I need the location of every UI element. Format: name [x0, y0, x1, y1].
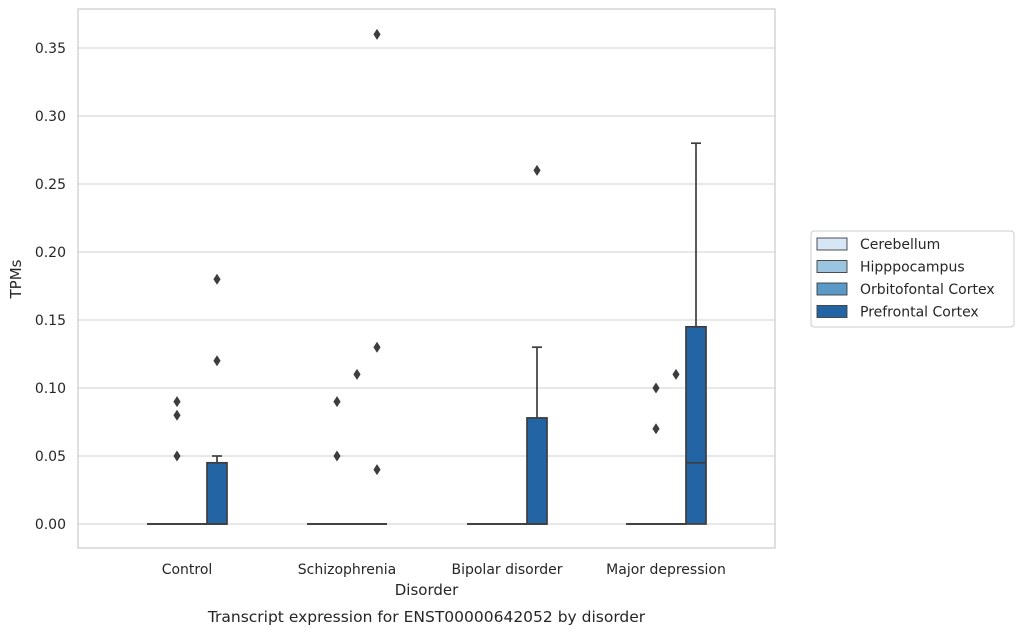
y-axis-label: TPMs	[7, 259, 25, 299]
legend: Cerebellum Hipppocampus Orbitofontal Corte…	[810, 230, 1015, 328]
box-group	[666, 368, 686, 525]
outlier-point	[333, 450, 341, 462]
y-tick-label: 0.35	[35, 41, 66, 57]
legend-swatch	[816, 305, 848, 318]
outlier-point	[213, 273, 221, 285]
outlier-point	[173, 450, 181, 462]
outlier-point	[533, 164, 541, 176]
legend-label: Cerebellum	[860, 237, 940, 253]
outlier-point	[173, 409, 181, 421]
x-tick-label: Bipolar disorder	[451, 562, 562, 578]
y-tick-label: 0.00	[35, 517, 66, 533]
outlier-point	[173, 396, 181, 408]
x-tick-labels: Control Schizophrenia Bipolar disorder Majo…	[162, 562, 726, 578]
box-group	[646, 382, 666, 525]
y-tick-label: 0.20	[35, 245, 66, 261]
x-tick-label: Schizophrenia	[298, 562, 396, 578]
outlier-point	[333, 396, 341, 408]
outlier-point	[672, 368, 680, 380]
outlier-point	[652, 382, 660, 394]
y-tick-label: 0.10	[35, 381, 66, 397]
y-tick-label: 0.05	[35, 449, 66, 465]
box-group	[327, 396, 347, 525]
legend-label: Orbitofontal Cortex	[860, 282, 995, 298]
legend-swatch	[816, 282, 848, 296]
legend-swatch	[816, 237, 848, 251]
legend-label: Prefrontal Cortex	[860, 305, 979, 321]
legend-swatch	[816, 260, 848, 273]
box-rect	[685, 325, 707, 525]
box-group	[347, 368, 367, 525]
box-group	[526, 164, 548, 525]
box-group	[206, 273, 228, 525]
legend-frame	[810, 230, 1015, 328]
box-rect	[526, 417, 548, 525]
outlier-point	[373, 28, 381, 40]
outlier-point	[213, 355, 221, 367]
x-axis-label: Disorder	[395, 581, 459, 599]
box-group	[685, 142, 707, 525]
x-tick-label: Control	[162, 562, 213, 578]
chart-caption: Transcript expression for ENST0000064205…	[207, 608, 646, 626]
box-plots	[147, 28, 707, 525]
outlier-point	[373, 341, 381, 353]
plot-frame	[77, 8, 776, 549]
y-tick-label: 0.15	[35, 313, 66, 329]
x-tick-label: Major depression	[606, 562, 726, 578]
box-group	[167, 396, 187, 525]
legend-label: Hipppocampus	[860, 260, 965, 276]
y-tick-labels: 0.00 0.05 0.10 0.15 0.20 0.25 0.30 0.35	[35, 41, 66, 533]
y-tick-label: 0.30	[35, 109, 66, 125]
outlier-point	[353, 368, 361, 380]
outlier-point	[373, 464, 381, 476]
box-rect	[206, 461, 228, 525]
y-tick-label: 0.25	[35, 177, 66, 193]
box-group	[367, 28, 387, 525]
outlier-point	[652, 423, 660, 435]
